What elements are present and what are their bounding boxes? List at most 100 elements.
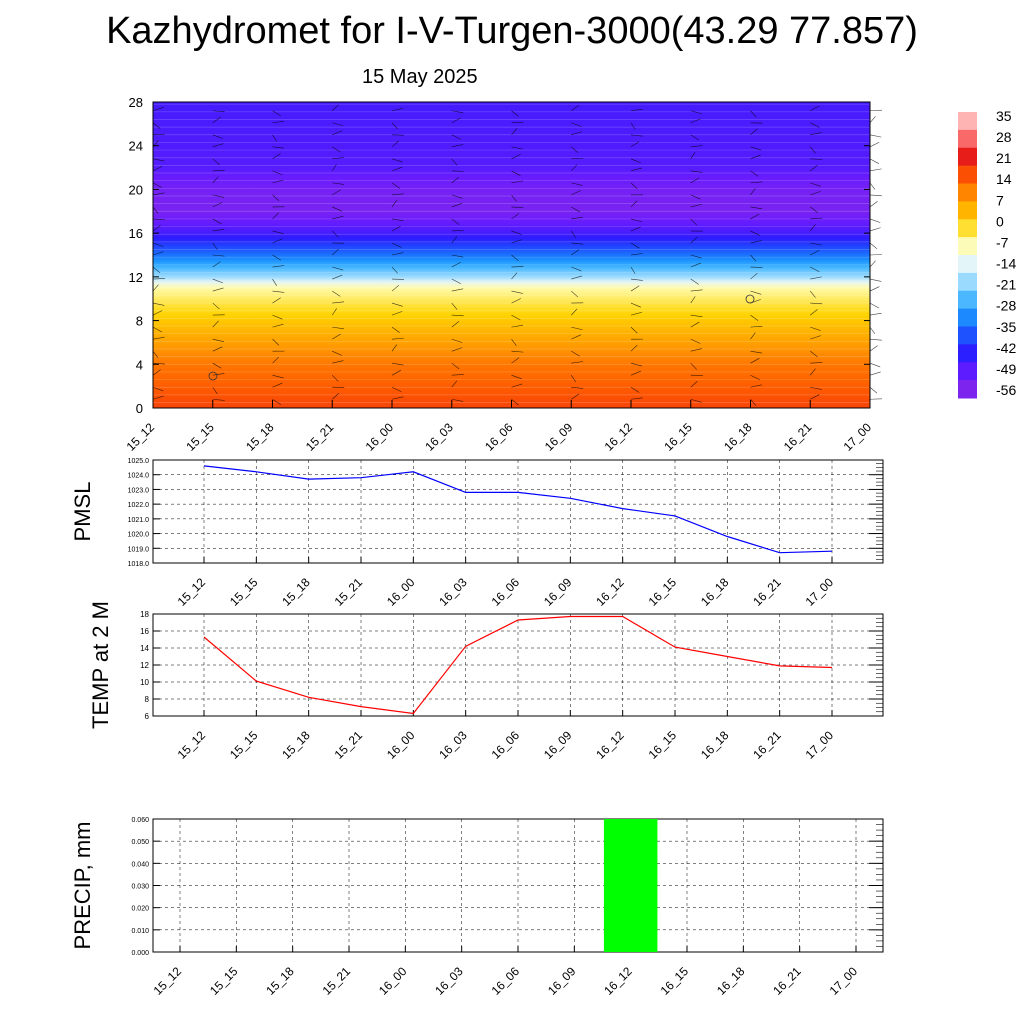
wind-barb <box>272 170 283 176</box>
wind-barb <box>332 393 340 400</box>
wind-barb <box>451 229 464 232</box>
wind-barb <box>212 110 225 113</box>
wind-barb <box>391 370 401 376</box>
wind-barb <box>391 344 398 352</box>
wind-barb <box>391 182 400 189</box>
x-tick-label: 16_21 <box>750 728 784 762</box>
wind-barb <box>511 374 522 380</box>
colorbar-label: -7 <box>996 234 1009 250</box>
wind-barb <box>332 122 344 127</box>
x-tick-label: 16_03 <box>436 728 470 762</box>
wind-barb <box>212 242 218 250</box>
wind-barb <box>690 110 702 115</box>
wind-barb <box>391 252 404 256</box>
wind-barb <box>391 218 404 222</box>
wind-barb <box>451 321 460 328</box>
wind-barb <box>750 290 762 295</box>
wind-barb <box>152 122 161 129</box>
wind-barb <box>391 362 404 366</box>
x-tick-label: 16_18 <box>721 420 755 454</box>
wind-barb <box>272 265 285 268</box>
wind-barb <box>810 191 821 196</box>
wind-barb <box>750 154 761 160</box>
wind-barb <box>212 194 225 198</box>
colorbar-segment <box>958 201 977 220</box>
wind-barb <box>571 105 580 111</box>
wind-barb <box>511 213 520 220</box>
wind-barb <box>272 153 281 160</box>
colorbar-segment <box>958 344 977 363</box>
wind-barb <box>630 182 638 190</box>
wind-barb <box>152 165 163 172</box>
x-tick-label: 17_00 <box>841 420 875 454</box>
colorbar-segment <box>958 147 977 167</box>
wind-barb <box>869 302 879 309</box>
wind-barb <box>690 203 702 208</box>
colorbar-segment <box>958 380 977 399</box>
y-tick-label: 14 <box>140 644 149 653</box>
x-tick-label: 15_21 <box>332 728 366 762</box>
x-tick-label: 15_21 <box>320 964 354 998</box>
wind-barb <box>272 194 280 202</box>
wind-barb <box>451 194 463 199</box>
wind-barb <box>152 133 165 136</box>
wind-barb <box>810 290 816 298</box>
wind-barb <box>750 314 759 321</box>
wind-barb <box>451 314 464 317</box>
wind-barb <box>571 350 580 357</box>
wind-barb <box>810 368 816 376</box>
wind-barb <box>331 308 337 316</box>
wind-barb <box>630 158 642 164</box>
wind-barb <box>571 326 583 331</box>
colorbar-label: 0 <box>996 213 1004 229</box>
wind-barb <box>630 200 638 208</box>
wind-barb <box>391 396 404 400</box>
wind-barb <box>511 146 523 150</box>
wind-barb <box>690 218 697 226</box>
x-tick-label: 16_12 <box>593 575 627 609</box>
x-tick-label: 16_18 <box>714 964 748 998</box>
wind-barb <box>690 289 703 292</box>
wind-barb <box>690 134 699 141</box>
wind-barb <box>869 254 882 256</box>
wind-barb <box>511 180 524 184</box>
y-tick-label: 16 <box>129 226 143 241</box>
wind-barb <box>750 128 758 136</box>
wind-barb <box>212 287 224 292</box>
x-tick-label: 15_18 <box>279 575 313 609</box>
wind-barb <box>511 324 524 328</box>
wind-barb <box>391 337 404 340</box>
y-tick-label: 1019.0 <box>128 546 150 553</box>
colorbar-label: -49 <box>996 361 1016 377</box>
wind-barb <box>272 374 284 379</box>
wind-barb <box>690 398 702 403</box>
wind-barb <box>332 333 341 340</box>
x-tick-label: 15_18 <box>263 964 297 998</box>
wind-barb <box>212 373 225 376</box>
wind-barb <box>690 151 696 159</box>
wind-barb <box>750 374 760 381</box>
wind-barb <box>750 110 757 118</box>
colorbar-label: -28 <box>996 298 1016 314</box>
y-axis-label: TEMP at 2 M <box>88 601 113 729</box>
wind-barb <box>869 286 880 292</box>
x-tick-label: 16_15 <box>661 420 695 454</box>
wind-barb <box>630 344 638 352</box>
y-tick-label: 10 <box>140 678 149 687</box>
wind-barb <box>212 254 225 257</box>
wind-barb <box>391 193 404 196</box>
wind-barb <box>750 399 757 406</box>
wind-barb <box>511 383 523 388</box>
y-tick-label: 4 <box>136 357 143 372</box>
wind-barb <box>630 278 643 281</box>
wind-barb <box>451 398 464 402</box>
chart-date-subtitle: 15 May 2025 <box>362 66 478 88</box>
wind-barb <box>869 260 876 268</box>
wind-barb <box>272 314 283 320</box>
wind-barb <box>212 228 225 232</box>
wind-barb <box>810 326 821 331</box>
colorbar-segment <box>958 255 977 274</box>
wind-barb <box>391 242 402 248</box>
wind-barb <box>869 158 880 164</box>
pmsl-series-line <box>203 465 833 554</box>
